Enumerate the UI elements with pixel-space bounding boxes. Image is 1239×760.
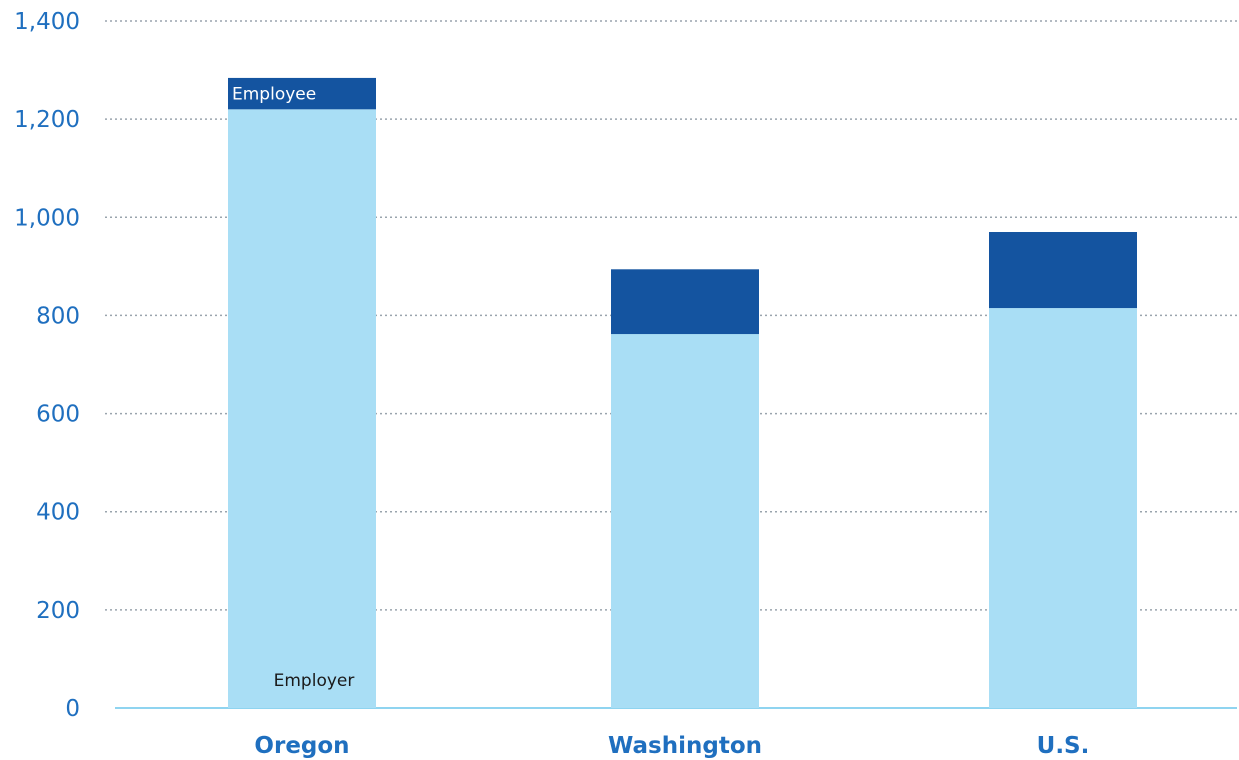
y-tick-label: 0 <box>65 696 80 722</box>
bar-employer-us <box>989 308 1137 708</box>
bar-employee-us <box>989 232 1137 309</box>
bar-employer-oregon <box>228 109 376 709</box>
bar-employee-oregon <box>228 77 376 110</box>
bar-employer-washington <box>611 334 759 708</box>
segment-labels: Employee Employer <box>232 85 354 691</box>
y-tick-label: 1,000 <box>14 205 80 231</box>
bars <box>228 77 1137 709</box>
x-axis-categories: Oregon Washington U.S. <box>254 733 1089 759</box>
y-tick-label: 1,200 <box>14 107 80 133</box>
y-tick-label: 1,400 <box>14 9 80 35</box>
x-category-label: Oregon <box>254 733 349 759</box>
y-tick-label: 200 <box>36 598 80 624</box>
bar-employee-washington <box>611 269 759 335</box>
legend-label-employer: Employer <box>274 671 355 691</box>
y-tick-label: 600 <box>36 402 80 428</box>
legend-label-employee: Employee <box>232 85 316 105</box>
y-axis-ticks: 0 200 400 600 800 1,000 1,200 1,400 <box>14 9 80 722</box>
x-category-label: U.S. <box>1037 733 1090 759</box>
x-category-label: Washington <box>608 733 762 759</box>
y-tick-label: 400 <box>36 500 80 526</box>
y-tick-label: 800 <box>36 303 80 329</box>
